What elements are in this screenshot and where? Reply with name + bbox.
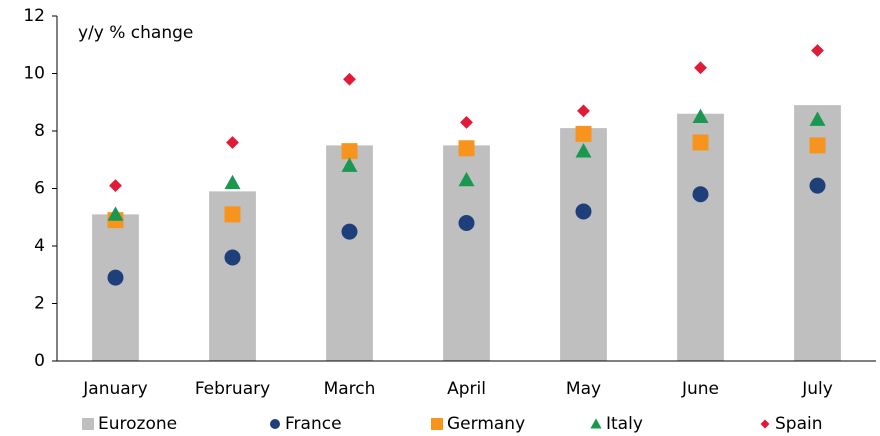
x-tick-label: May — [566, 379, 601, 399]
point — [694, 61, 707, 75]
point — [458, 140, 475, 157]
legend-label: Spain — [775, 414, 823, 434]
x-tick-label: June — [681, 379, 719, 399]
legend-marker — [270, 419, 280, 429]
x-tick-label: February — [195, 379, 270, 399]
y-tick-label: 10 — [23, 64, 45, 84]
x-tick-label: July — [801, 379, 833, 399]
point — [577, 104, 590, 118]
point — [692, 134, 709, 151]
point — [107, 206, 124, 221]
point — [575, 143, 592, 158]
point — [341, 157, 358, 172]
legend-label: Italy — [606, 414, 643, 434]
point — [224, 249, 241, 266]
y-tick-label: 4 — [34, 236, 45, 256]
bar — [677, 113, 724, 361]
point — [343, 72, 356, 86]
point — [109, 179, 122, 193]
legend-marker — [760, 419, 770, 429]
y-tick-label: 2 — [34, 294, 45, 314]
point — [341, 223, 358, 240]
point — [809, 111, 826, 126]
point — [811, 44, 824, 57]
point — [458, 215, 475, 231]
axis-label: y/y % change — [78, 23, 193, 43]
point — [224, 174, 241, 190]
legend-label: Eurozone — [98, 414, 177, 434]
point — [809, 177, 826, 194]
point — [458, 171, 475, 187]
legend-label: Germany — [447, 414, 525, 434]
legend-label: France — [285, 414, 342, 434]
legend-marker — [82, 418, 94, 430]
point — [692, 108, 709, 124]
bar — [92, 214, 139, 361]
point — [460, 115, 473, 129]
x-tick-label: March — [324, 379, 376, 399]
y-tick-label: 8 — [34, 121, 45, 141]
legend-marker — [431, 418, 443, 430]
y-tick-label: 12 — [23, 6, 45, 26]
point — [575, 203, 592, 220]
legend-marker — [590, 418, 602, 429]
y-tick-label: 0 — [34, 351, 45, 371]
point — [692, 186, 709, 203]
point — [107, 269, 124, 286]
point — [341, 143, 358, 160]
bar — [326, 145, 373, 361]
x-tick-label: January — [82, 379, 147, 399]
x-tick-label: April — [447, 379, 486, 399]
point — [224, 206, 241, 223]
y-tick-label: 6 — [34, 179, 45, 199]
point — [809, 137, 826, 154]
point — [226, 136, 239, 149]
bar — [560, 128, 607, 361]
point — [575, 125, 592, 142]
